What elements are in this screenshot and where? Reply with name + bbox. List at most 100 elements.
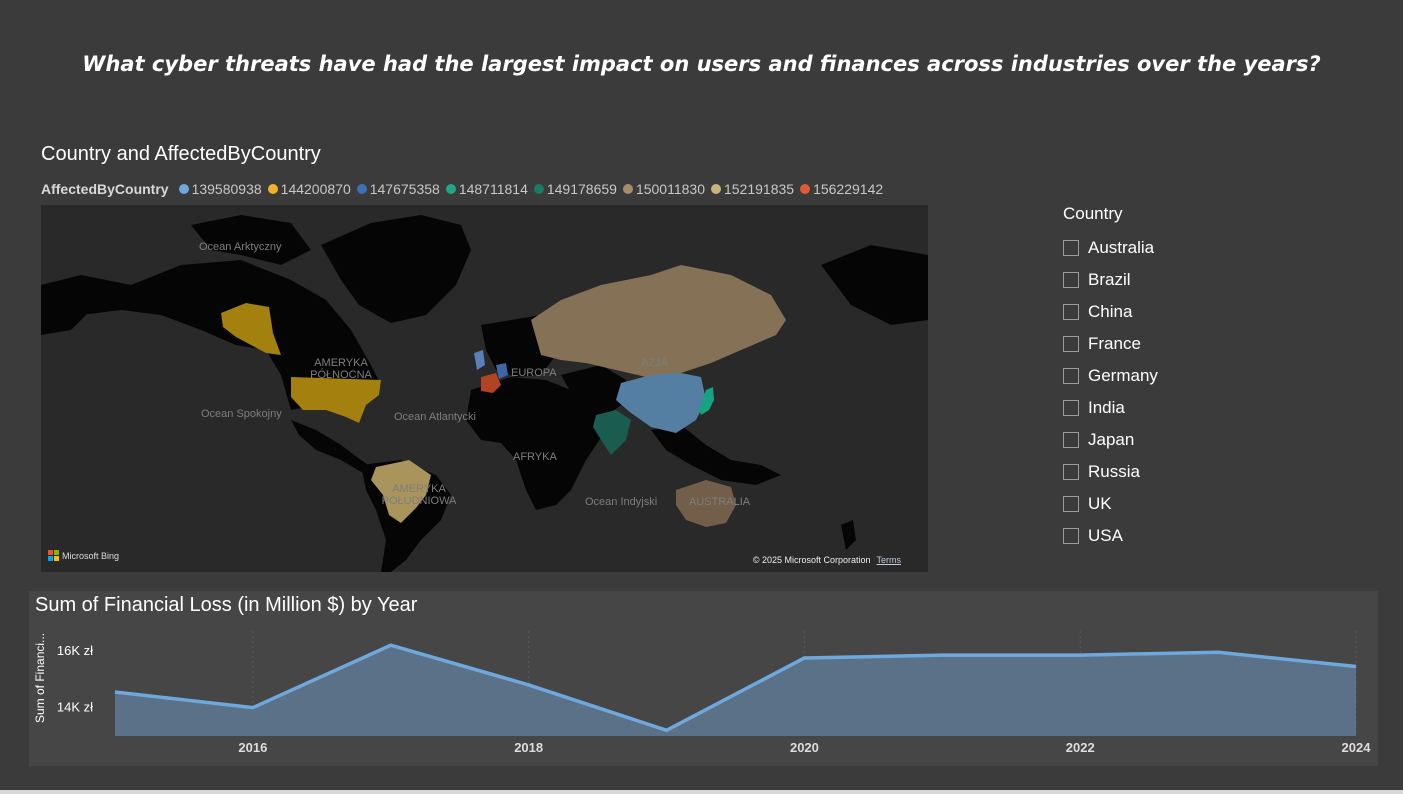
financial-loss-chart: Sum of Financial Loss (in Million $) by … [29,591,1378,766]
landmass-middle-east [561,365,626,420]
map-title: Country and AffectedByCountry [41,143,321,165]
checkbox[interactable] [1063,304,1079,320]
country-germany[interactable] [496,363,508,379]
checkbox[interactable] [1063,528,1079,544]
country-india[interactable] [593,410,631,455]
legend-label: 152191835 [723,181,795,197]
legend-dot [356,184,367,194]
country-brazil[interactable] [371,460,431,523]
country-russia[interactable] [531,265,786,377]
x-tick-label: 2016 [238,740,267,755]
slicer-item-label: Australia [1088,238,1155,257]
legend-item[interactable]: 149178659 [533,181,617,197]
legend-label: 150011830 [635,181,705,197]
checkbox[interactable] [1063,464,1079,480]
slicer-item-germany[interactable]: Germany [1063,360,1158,392]
country-australia[interactable] [676,480,736,527]
landmass-greenland [321,215,471,323]
y-tick-label: 16K zł [57,643,93,658]
microsoft-logo-icon [48,550,59,561]
legend-item[interactable]: 148711814 [445,181,528,197]
data-point[interactable] [1352,662,1360,670]
slicer-item-label: India [1088,398,1125,417]
checkbox[interactable] [1063,368,1079,384]
legend-item[interactable]: 147675358 [356,181,440,197]
landmass-north-america [41,260,381,410]
x-tick-label: 2024 [1342,740,1372,755]
country-uk[interactable] [474,350,485,370]
legend-dot [800,184,811,194]
slicer-item-label: France [1088,334,1141,353]
terms-link[interactable]: Terms [876,555,902,565]
legend-dot [267,184,278,194]
legend-label: 156229142 [813,181,884,197]
checkbox[interactable] [1063,272,1079,288]
landmass-africa [466,377,606,510]
data-point[interactable] [387,641,395,649]
legend-dot [178,184,189,194]
landmass-central-america [291,420,371,473]
country-china[interactable] [616,373,706,433]
country-usa[interactable] [291,377,381,423]
x-tick-label: 2018 [514,740,543,755]
slicer-item-label: Brazil [1088,270,1131,289]
map-canvas [41,215,928,572]
legend-item[interactable]: 156229142 [800,181,883,197]
landmass-new-zealand [841,520,856,550]
data-point[interactable] [249,704,257,712]
checkbox[interactable] [1063,336,1079,352]
landmass-canada-islands [191,215,311,265]
bottom-border [0,790,1403,794]
legend-title: AffectedByCountry [41,181,169,197]
data-point[interactable] [800,654,808,662]
slicer-item-russia[interactable]: Russia [1063,456,1158,488]
bing-attribution: Microsoft Bing [48,550,119,561]
slicer-item-label: Germany [1088,366,1158,385]
checkbox[interactable] [1063,240,1079,256]
slicer-item-uk[interactable]: UK [1063,488,1158,520]
data-point[interactable] [525,681,533,689]
slicer-item-label: Russia [1088,462,1140,481]
data-point[interactable] [111,688,119,696]
label-africa: AFRYKA [513,451,557,463]
data-point[interactable] [1076,651,1084,659]
legend-item[interactable]: 139580938 [178,181,262,197]
label-australia: AUSTRALIA [689,496,751,508]
legend-dot [710,184,721,194]
legend-item[interactable]: 150011830 [622,181,705,197]
landmass-alaska-west [41,295,86,335]
label-arctic-ocean: Ocean Arktyczny [199,241,282,253]
world-map[interactable]: Ocean Arktyczny AMERYKA PÓŁNOCNA EUROPA … [41,205,928,572]
checkbox[interactable] [1063,496,1079,512]
checkbox[interactable] [1063,400,1079,416]
data-point[interactable] [663,726,671,734]
country-france[interactable] [481,373,501,393]
x-tick-label: 2020 [790,740,819,755]
series-line [114,643,1357,733]
slicer-item-label: Japan [1088,430,1135,449]
slicer-item-china[interactable]: China [1063,296,1158,328]
legend-item[interactable]: 152191835 [710,181,795,197]
slicer-item-australia[interactable]: Australia [1063,232,1158,264]
checkbox[interactable] [1063,432,1079,448]
slicer-item-japan[interactable]: Japan [1063,424,1158,456]
landmass-east-siberia [821,245,928,325]
data-point[interactable] [938,651,946,659]
country-usa-alaska[interactable] [221,303,281,355]
legend-label: 139580938 [191,181,262,197]
data-point[interactable] [1214,648,1222,656]
series-area [115,645,1356,736]
label-pacific-ocean: Ocean Spokojny [201,408,282,420]
country-japan[interactable] [699,387,714,415]
x-tick-label: 2022 [1066,740,1095,755]
map-legend: AffectedByCountry 139580938 144200870 14… [41,180,889,198]
legend-label: 148711814 [458,181,528,197]
legend-dot [445,184,456,194]
slicer-item-brazil[interactable]: Brazil [1063,264,1158,296]
slicer-item-india[interactable]: India [1063,392,1158,424]
country-slicer: Country Australia Brazil China France Ge… [1063,204,1158,552]
slicer-item-usa[interactable]: USA [1063,520,1158,552]
legend-item[interactable]: 144200870 [267,181,351,197]
page-title: What cyber threats have had the largest … [82,52,1321,76]
slicer-item-france[interactable]: France [1063,328,1158,360]
